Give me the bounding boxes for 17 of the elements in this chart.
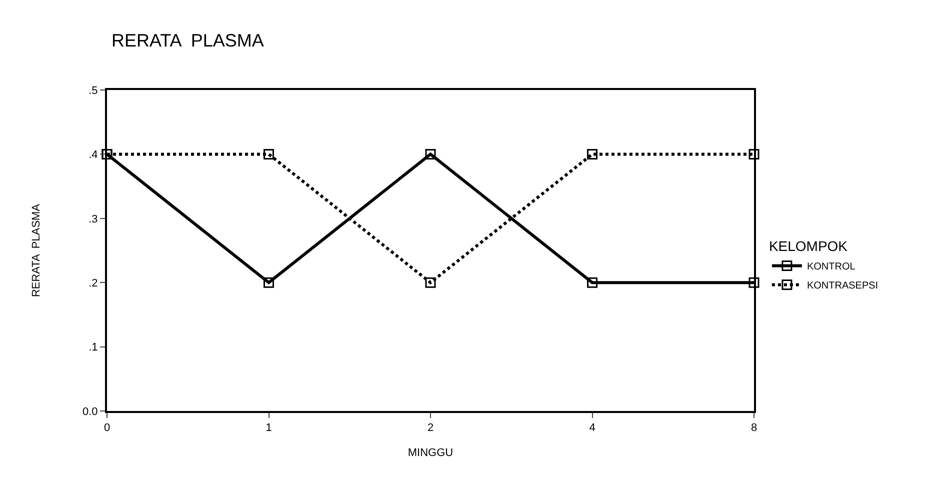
y-tick-label: .2	[88, 277, 98, 290]
legend-title: KELOMPOK	[768, 238, 848, 254]
y-tick-label: .3	[88, 213, 98, 226]
y-tick-label: .1	[88, 342, 98, 354]
x-tick-label: 1	[266, 422, 272, 434]
x-tick-label: 0	[104, 422, 110, 434]
chart-title: RERATA PLASMA	[111, 30, 264, 50]
y-tick-label: 0.0	[82, 406, 98, 418]
x-tick-label: 8	[750, 422, 758, 434]
y-tick-label: .5	[88, 84, 98, 97]
x-tick-label: 2	[427, 422, 434, 434]
y-axis-title: RERATA PLASMA	[30, 203, 43, 298]
y-tick-label: .4	[88, 149, 98, 162]
legend-label: KONTROL	[806, 262, 856, 273]
legend-label: KONTRASEPSI	[806, 280, 878, 292]
x-tick-label: 4	[589, 422, 596, 434]
x-axis-title: MINGGU	[408, 446, 454, 459]
